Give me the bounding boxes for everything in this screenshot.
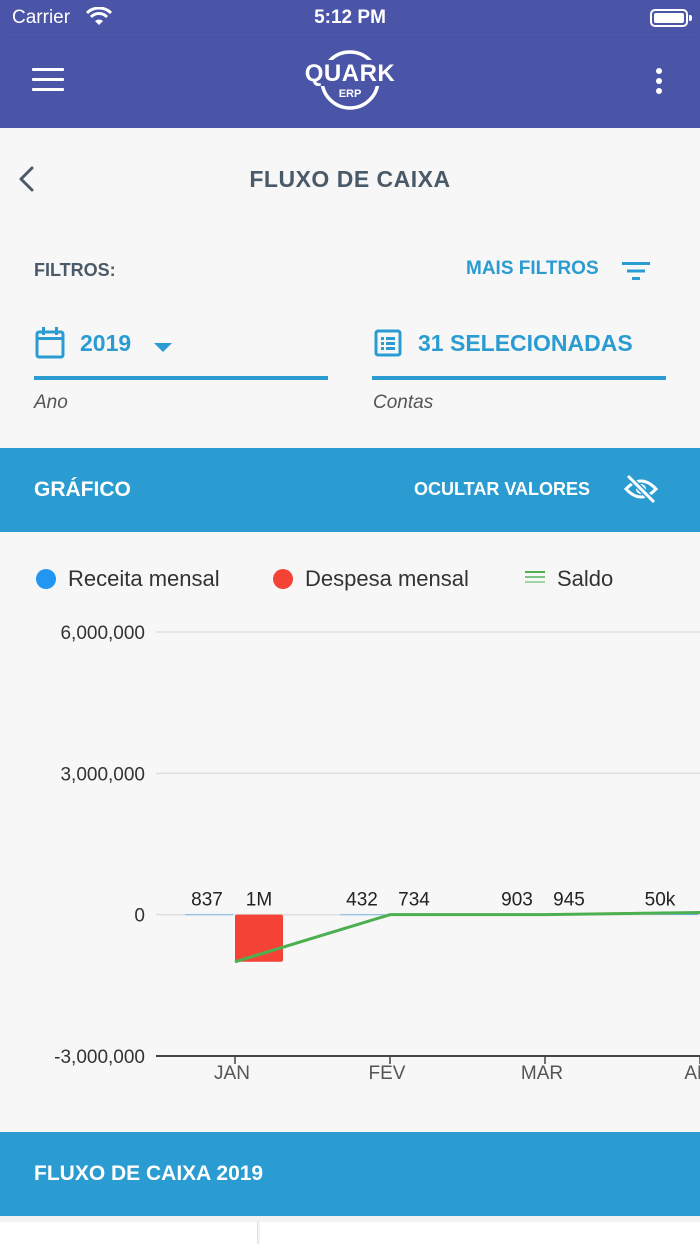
data-label: 734 [398,890,430,911]
year-field-label: Ano [34,392,68,413]
cash-flow-section-header: FLUXO DE CAIXA 2019 [0,1132,700,1216]
data-label: 903 [501,890,533,911]
cash-flow-chart: 6,000,000 3,000,000 0 -3,000,000 JAN FEV MAR AB… [54,623,700,1084]
x-tick-label: AB [684,1063,700,1084]
receita-legend-dot [36,569,56,589]
filters-label: FILTROS: [34,260,116,280]
x-tick-label: FEV [369,1063,406,1084]
despesa-legend-dot [273,569,293,589]
table-cell [0,1222,258,1244]
saldo-line [234,910,700,964]
table-cell [260,1222,700,1244]
data-label: 50k [645,890,676,911]
accounts-field-label: Contas [373,392,434,413]
saldo-legend-icon [525,571,545,583]
hamburger-menu-icon[interactable] [32,68,64,94]
more-filters-button[interactable]: MAIS FILTROS [466,258,599,279]
chart-section-title: GRÁFICO [34,478,131,501]
chart-area: Receita mensal Despesa mensal Saldo 6,00… [0,532,700,1132]
y-tick-label: 6,000,000 [60,623,145,644]
legend-despesa: Despesa mensal [305,566,469,591]
year-select[interactable]: 2019 [34,322,328,380]
battery-icon [650,9,692,27]
filter-icon[interactable] [622,261,650,281]
calendar-icon [35,327,65,359]
x-tick-label: JAN [214,1063,250,1084]
cash-flow-table-top [0,1216,700,1244]
hide-values-button[interactable]: OCULTAR VALORES [414,479,590,499]
eye-off-icon[interactable] [624,474,658,504]
page-title: FLUXO DE CAIXA [249,166,451,192]
y-tick-label: 0 [134,906,145,927]
y-tick-label: -3,000,000 [54,1047,145,1068]
status-bar: Carrier 5:12 PM [0,0,700,38]
receita-bar [340,914,388,916]
accounts-select[interactable]: 31 SELECIONADAS [372,322,666,380]
data-label: 945 [553,890,585,911]
cash-flow-section-title: FLUXO DE CAIXA 2019 [34,1162,264,1185]
list-icon [374,329,402,357]
quark-erp-logo: QUARK ERP [300,48,400,112]
data-label: 837 [191,890,223,911]
accounts-value: 31 SELECIONADAS [418,330,633,356]
carrier-label: Carrier [12,7,71,28]
data-label: 432 [346,890,378,911]
more-options-icon[interactable] [652,68,666,98]
app-header: QUARK ERP [0,38,700,128]
receita-bar [185,914,233,916]
x-tick-label: MAR [521,1063,563,1084]
legend-saldo: Saldo [557,566,614,591]
page-title-bar: FLUXO DE CAIXA [0,128,700,228]
year-value: 2019 [80,330,132,356]
logo-subtext: ERP [338,88,362,100]
back-chevron-icon[interactable] [14,164,44,194]
y-tick-label: 3,000,000 [60,764,145,785]
logo-text: QUARK [304,60,396,87]
wifi-icon [86,7,112,25]
clock: 5:12 PM [314,7,386,28]
chart-section-header: GRÁFICO OCULTAR VALORES [0,448,700,532]
legend-receita: Receita mensal [68,566,220,591]
chevron-down-icon [154,343,172,352]
data-label: 1M [246,890,272,911]
